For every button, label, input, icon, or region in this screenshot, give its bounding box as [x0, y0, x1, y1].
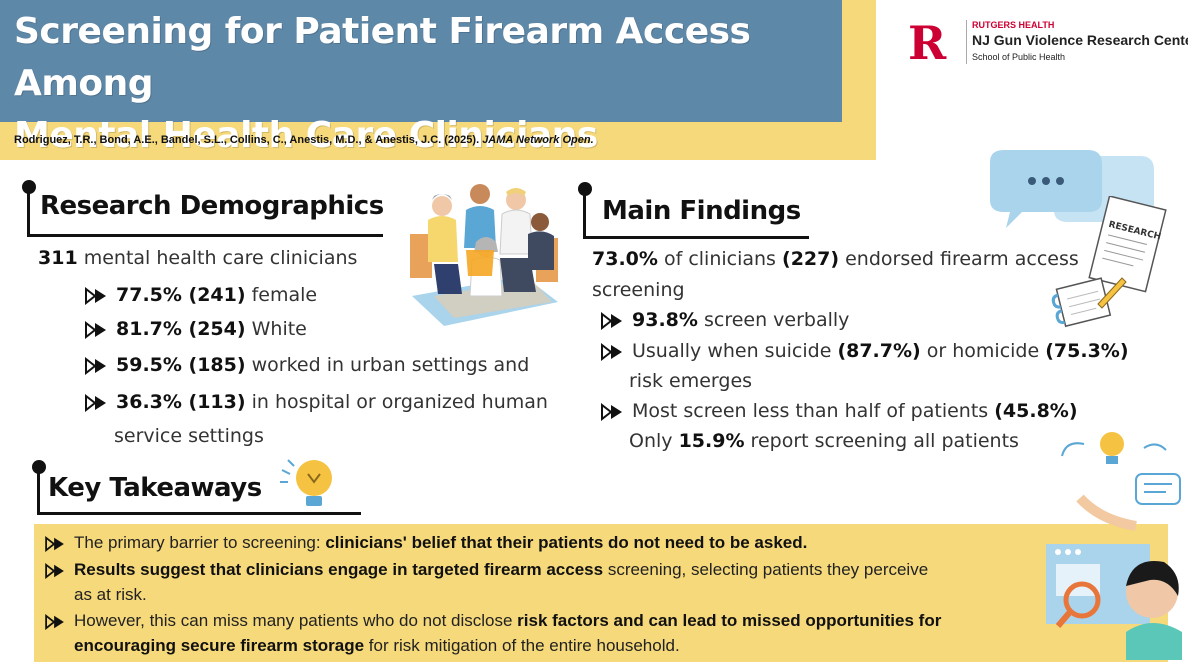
demographics-hline: [27, 234, 383, 237]
rutgers-r-mark: R: [908, 16, 947, 70]
page-title-line1: Screening for Patient Firearm Access Amo…: [14, 11, 751, 104]
takeaways-heading: Key Takeaways: [48, 473, 262, 503]
findings-item-label: Usually when suicide: [632, 340, 832, 362]
arrow-bullet-icon: [45, 562, 64, 579]
demographics-item-value: 81.7% (254): [116, 318, 246, 340]
findings-intro-percent: 73.0%: [592, 248, 658, 270]
demographics-item-value: 77.5% (241): [116, 284, 246, 306]
research-paper-icon: RESEARCH: [1088, 196, 1167, 293]
findings-suicide-value: (87.7%): [837, 340, 921, 362]
takeaways-hline: [37, 512, 361, 515]
person-magnifier-illustration: [1046, 432, 1182, 660]
demographics-item: 59.5% (185) worked in urban settings and: [84, 351, 529, 380]
demographics-item-value: 36.3% (113): [116, 391, 246, 413]
findings-item-label-2: or homicide: [926, 340, 1040, 362]
findings-all-value: 15.9%: [678, 430, 745, 452]
findings-intro-text-2: endorsed firearm access: [845, 248, 1079, 270]
arrow-bullet-icon: [601, 402, 622, 421]
takeaway-item-targeted-continuation: as at risk.: [74, 585, 147, 604]
demographics-dot: [22, 180, 36, 194]
demographics-item: 81.7% (254) White: [84, 315, 307, 344]
takeaway-text: for risk mitigation of the entire househ…: [368, 636, 680, 655]
takeaway-item-barrier: The primary barrier to screening: clinic…: [44, 530, 807, 555]
takeaway-item-missed: However, this can miss many patients who…: [44, 608, 941, 633]
arrow-bullet-icon: [601, 342, 622, 361]
demographics-item-value: 59.5% (185): [116, 354, 246, 376]
logo-line2: NJ Gun Violence Research Center: [972, 32, 1188, 48]
demographics-intro: 311 mental health care clinicians: [38, 244, 357, 273]
takeaways-vline: [37, 470, 40, 514]
arrow-bullet-icon: [601, 311, 622, 330]
demographics-item-label: White: [251, 318, 307, 340]
page-title-line2: Mental Health Care Clinicians: [14, 115, 598, 156]
demographics-intro-number: 311: [38, 247, 78, 269]
takeaway-bold: Results suggest that clinicians engage i…: [74, 560, 604, 579]
findings-item-label: Most screen less than half of patients: [632, 400, 989, 422]
findings-half-value: (45.8%): [994, 400, 1078, 422]
findings-dot: [578, 182, 592, 196]
findings-intro-continuation: screening: [592, 279, 685, 301]
lightbulb-icon: [280, 459, 332, 506]
demographics-item: 77.5% (241) female: [84, 281, 317, 310]
demographics-item-label: in hospital or organized human: [251, 391, 548, 413]
demographics-intro-text: mental health care clinicians: [83, 247, 358, 269]
demographics-heading: Research Demographics: [40, 191, 384, 221]
findings-intro: 73.0% of clinicians (227) endorsed firea…: [592, 245, 1079, 274]
logo-line3: School of Public Health: [972, 52, 1066, 62]
logo-divider: [966, 20, 967, 64]
takeaway-text: However, this can miss many patients who…: [74, 611, 513, 630]
takeaways-box: [34, 524, 1168, 662]
findings-only-label: Only: [629, 430, 673, 452]
citation-authors: Rodriguez, T.R., Bond, A.E., Bandel, S.L…: [14, 134, 480, 146]
findings-homicide-value: (75.3%): [1045, 340, 1129, 362]
demographics-item: 36.3% (113) in hospital or organized hum…: [84, 388, 548, 417]
findings-item-risk: Usually when suicide (87.7%) or homicide…: [600, 337, 1129, 366]
takeaway-bold: risk factors and can lead to missed oppo…: [517, 611, 942, 630]
arrow-bullet-icon: [45, 613, 64, 630]
takeaways-dot: [32, 460, 46, 474]
findings-hline: [583, 236, 809, 239]
findings-all-label: report screening all patients: [750, 430, 1019, 452]
demographics-item-continuation: service settings: [114, 425, 264, 447]
arrow-bullet-icon: [45, 535, 64, 552]
takeaway-text: The primary barrier to screening:: [74, 533, 321, 552]
takeaway-bold: clinicians' belief that their patients d…: [325, 533, 808, 552]
findings-item-label: screen verbally: [703, 309, 850, 331]
findings-intro-text: of clinicians: [663, 248, 776, 270]
title-banner: Screening for Patient Firearm Access Amo…: [0, 0, 842, 156]
arrow-bullet-icon: [85, 393, 106, 412]
findings-item-risk-continuation: risk emerges: [629, 370, 753, 392]
demographics-item-label: female: [251, 284, 318, 306]
citation: Rodriguez, T.R., Bond, A.E., Bandel, S.L…: [14, 134, 594, 146]
findings-vline: [583, 192, 586, 238]
takeaway-bold: encouraging secure firearm storage: [74, 636, 365, 655]
demographics-item-label: worked in urban settings and: [251, 354, 530, 376]
takeaway-text: screening, selecting patients they perce…: [607, 560, 929, 579]
takeaway-item-targeted: Results suggest that clinicians engage i…: [44, 557, 928, 582]
findings-item-verbal: 93.8% screen verbally: [600, 306, 849, 335]
findings-item-half-continuation: Only 15.9% report screening all patients: [629, 427, 1019, 456]
findings-item-half: Most screen less than half of patients (…: [600, 397, 1078, 426]
people-circle-illustration: [410, 184, 558, 326]
arrow-bullet-icon: [85, 320, 106, 339]
arrow-bullet-icon: [85, 356, 106, 375]
arrow-bullet-icon: [85, 286, 106, 305]
rutgers-logo: R RUTGERS HEALTH NJ Gun Violence Researc…: [908, 20, 1188, 66]
logo-line1: RUTGERS HEALTH: [972, 20, 1055, 30]
demographics-vline: [27, 190, 30, 236]
findings-heading: Main Findings: [602, 196, 801, 226]
findings-item-value: 93.8%: [632, 309, 698, 331]
citation-journal: JAMA Network Open.: [482, 134, 594, 146]
takeaway-item-missed-continuation: encouraging secure firearm storage for r…: [74, 633, 680, 658]
notepad-icon: [1051, 277, 1127, 328]
findings-intro-count: (227): [782, 248, 840, 270]
